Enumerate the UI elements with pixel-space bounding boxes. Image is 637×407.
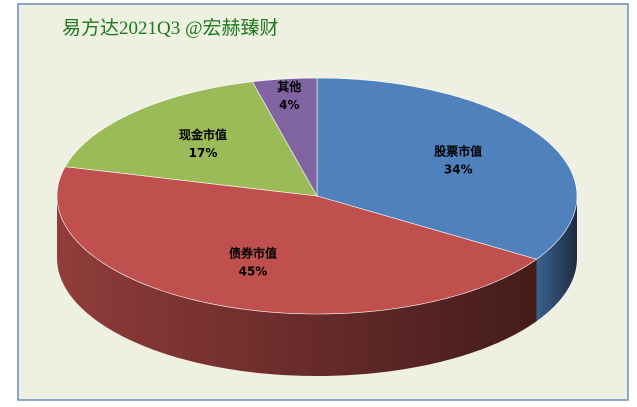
category-label: 债券市值 [229, 246, 277, 261]
slice [316, 77, 578, 260]
chart-title: 易方达2021Q3 @宏赫臻财 [62, 17, 278, 39]
category-label: 股票市值 [434, 143, 482, 158]
pie: 股票市值 34% 债券市值 45% 现金市值 17% 其他 4% [56, 77, 578, 376]
slice [56, 166, 538, 315]
value-label: 4% [279, 98, 299, 112]
slice [64, 81, 318, 197]
category-label: 现金市值 [179, 127, 227, 142]
value-label: 45% [239, 265, 268, 279]
slice-side [57, 196, 537, 376]
category-label: 其他 [277, 79, 301, 94]
slice-side [536, 196, 577, 322]
value-label: 17% [189, 146, 218, 160]
value-label: 34% [444, 162, 473, 176]
slice [251, 77, 318, 198]
